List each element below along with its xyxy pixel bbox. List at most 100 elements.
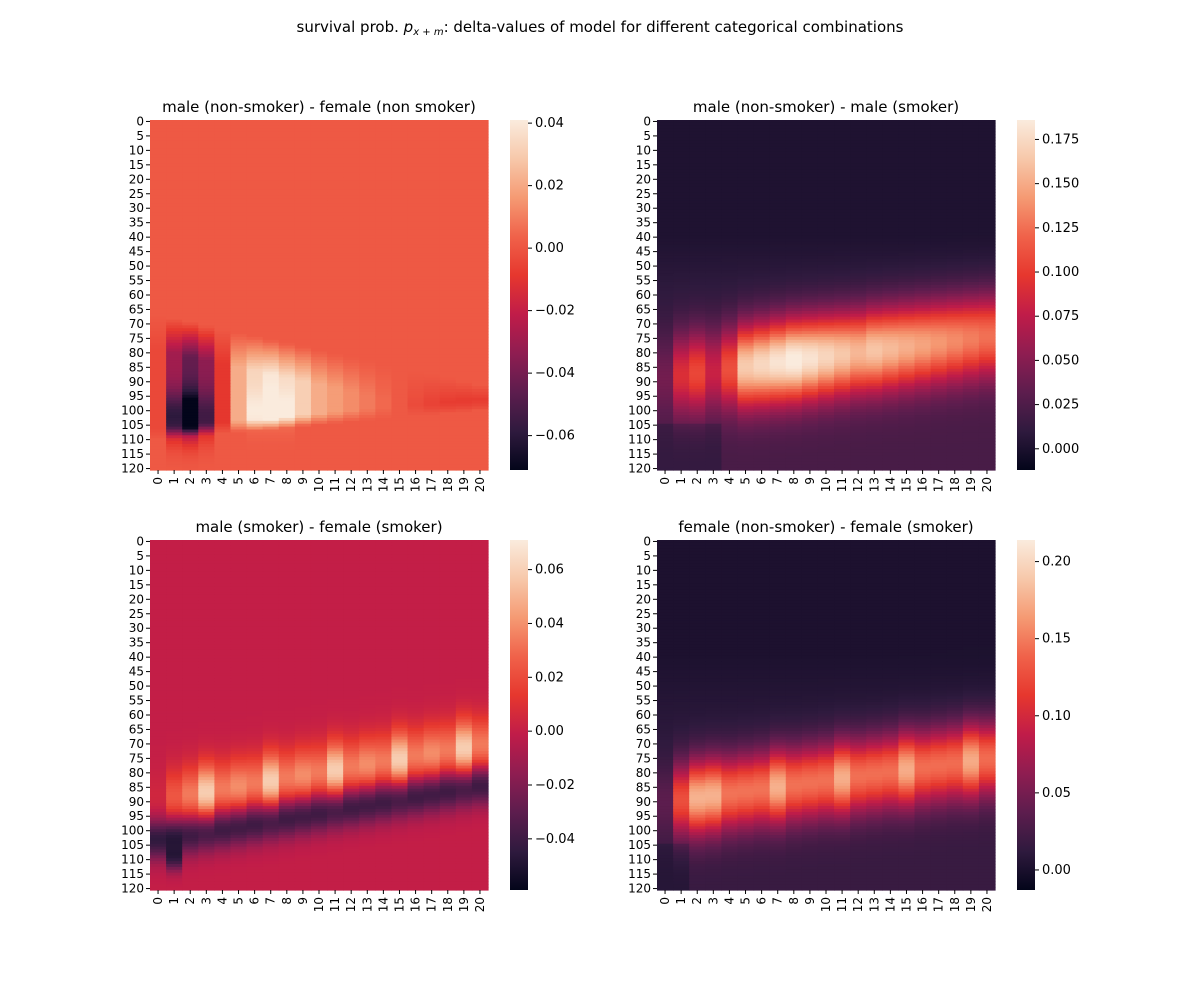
heatmap-cell (439, 339, 457, 344)
heatmap-cell (294, 125, 312, 130)
heatmap-cell (310, 250, 328, 254)
heatmap-cell (657, 154, 674, 159)
heatmap-cell (785, 365, 803, 370)
heatmap-cell (834, 313, 851, 318)
heatmap-cell (834, 122, 851, 127)
heatmap-cell (198, 146, 215, 150)
heatmap-cell (817, 169, 835, 173)
heatmap-cell (359, 128, 376, 133)
heatmap-cell (198, 267, 215, 272)
heatmap-cell (866, 137, 883, 141)
heatmap-cell (737, 360, 755, 364)
heatmap-cell (882, 423, 900, 428)
heatmap-cell (182, 467, 199, 471)
heatmap-cell (817, 351, 835, 355)
heatmap-cell (327, 435, 344, 439)
heatmap-cell (882, 308, 900, 312)
heatmap-cell (817, 308, 835, 312)
y-tick-label: 110 (121, 433, 144, 447)
heatmap-cell (673, 131, 690, 136)
heatmap-cell (689, 157, 706, 162)
heatmap-cell (327, 345, 344, 350)
heatmap-cell (753, 224, 771, 228)
heatmap-cell (246, 189, 264, 193)
heatmap-cell (182, 255, 199, 260)
heatmap-cell (471, 157, 489, 162)
heatmap-cell (214, 299, 232, 303)
heatmap-cell (343, 339, 360, 344)
heatmap-cell (705, 432, 722, 436)
heatmap-cell (737, 250, 755, 254)
heatmap-cell (407, 192, 425, 196)
heatmap-cell (930, 336, 948, 341)
heatmap-cell (439, 131, 457, 136)
x-tick-label: 6 (248, 477, 262, 485)
heatmap-cell (850, 441, 867, 445)
heatmap-cell (262, 443, 280, 448)
heatmap-cell (278, 438, 296, 442)
heatmap-cell (769, 397, 787, 402)
heatmap-cell (230, 215, 248, 219)
heatmap-cell (769, 261, 787, 266)
heatmap-cell (785, 180, 803, 185)
heatmap-cell (166, 296, 183, 300)
heatmap-cell (471, 389, 489, 393)
heatmap-cell (246, 143, 264, 147)
heatmap-cell (359, 348, 376, 352)
heatmap-cell (262, 146, 280, 150)
heatmap-cell (689, 371, 706, 376)
heatmap-cell (359, 120, 376, 124)
heatmap-cell (262, 319, 280, 324)
heatmap-cell (753, 166, 771, 170)
heatmap-cell (705, 351, 722, 355)
heatmap-cell (343, 368, 360, 373)
heatmap-cell (439, 351, 457, 355)
heatmap-cell (914, 328, 932, 332)
heatmap-cell (214, 122, 232, 127)
heatmap-cell (801, 128, 819, 133)
heatmap-cell (946, 235, 964, 240)
heatmap-cell (343, 163, 360, 167)
heatmap-cell (198, 331, 215, 335)
heatmap-cell (423, 455, 441, 460)
heatmap-cell (817, 287, 835, 292)
heatmap-cell (150, 319, 167, 324)
heatmap-cell (407, 464, 425, 468)
heatmap-cell (930, 273, 948, 277)
heatmap-cell (753, 383, 771, 387)
heatmap-cell (753, 290, 771, 295)
heatmap-cell (375, 357, 393, 361)
heatmap-cell (294, 224, 312, 228)
heatmap-cell (327, 377, 344, 381)
heatmap-cell (817, 319, 835, 324)
heatmap-cell (310, 232, 328, 237)
heatmap-cell (978, 218, 996, 222)
heatmap-cell (689, 215, 706, 219)
heatmap-cell (801, 316, 819, 321)
heatmap-cell (294, 371, 312, 376)
heatmap-cell (978, 345, 996, 350)
heatmap-cell (705, 334, 722, 338)
heatmap-cell (150, 322, 167, 326)
heatmap-cell (673, 209, 690, 214)
heatmap-cell (817, 420, 835, 425)
heatmap-cell (166, 221, 183, 225)
heatmap-cell (769, 423, 787, 428)
heatmap-cell (230, 143, 248, 147)
heatmap-cell (359, 172, 376, 176)
heatmap-cell (737, 227, 755, 231)
heatmap-cell (391, 308, 409, 312)
heatmap-cell (166, 360, 183, 364)
heatmap-cell (834, 273, 851, 277)
heatmap-cell (737, 183, 755, 188)
heatmap-cell (721, 247, 739, 251)
heatmap-cell (214, 247, 232, 251)
heatmap-cell (834, 360, 851, 364)
heatmap-cell (962, 360, 980, 364)
heatmap-cell (882, 351, 900, 355)
heatmap-cell (978, 293, 996, 298)
heatmap-cell (866, 157, 883, 162)
heatmap-cell (769, 200, 787, 205)
heatmap-cell (834, 146, 851, 150)
heatmap-cell (198, 244, 215, 248)
